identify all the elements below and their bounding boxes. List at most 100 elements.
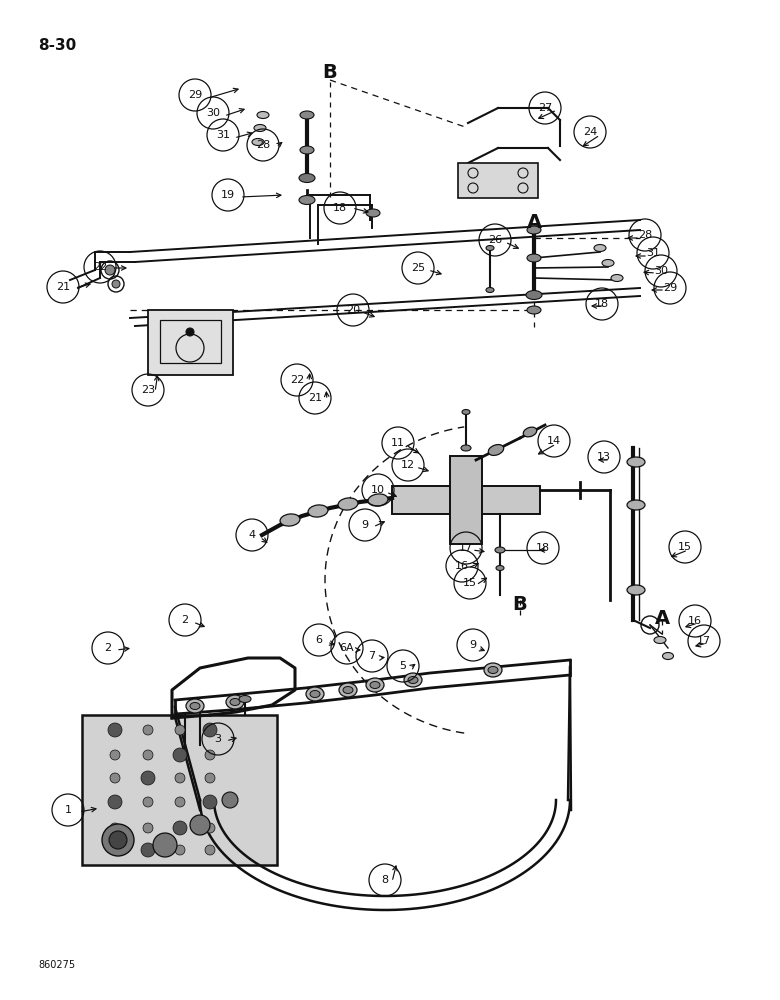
Text: 21: 21 <box>56 282 70 292</box>
Ellipse shape <box>488 445 504 455</box>
Ellipse shape <box>527 306 541 314</box>
FancyBboxPatch shape <box>450 456 482 544</box>
Text: 30: 30 <box>206 108 220 118</box>
Text: 27: 27 <box>538 103 552 113</box>
Text: 4: 4 <box>249 530 256 540</box>
Text: B: B <box>323 62 338 82</box>
Ellipse shape <box>280 514 300 526</box>
Circle shape <box>110 750 120 760</box>
Text: 31: 31 <box>646 248 660 258</box>
Circle shape <box>186 328 194 336</box>
Text: 18: 18 <box>595 299 609 309</box>
Ellipse shape <box>366 678 384 692</box>
Text: 19: 19 <box>221 190 235 200</box>
Ellipse shape <box>627 585 645 595</box>
Ellipse shape <box>526 290 542 300</box>
Ellipse shape <box>496 566 504 570</box>
Text: 6A: 6A <box>339 643 354 653</box>
Circle shape <box>205 823 215 833</box>
Text: 22: 22 <box>290 375 304 385</box>
Ellipse shape <box>186 699 204 713</box>
Circle shape <box>110 823 120 833</box>
Ellipse shape <box>257 111 269 118</box>
Text: 26: 26 <box>488 235 502 245</box>
Text: 11: 11 <box>391 438 405 448</box>
Text: 16: 16 <box>455 561 469 571</box>
Circle shape <box>205 845 215 855</box>
Circle shape <box>175 797 185 807</box>
Text: 28: 28 <box>256 140 270 150</box>
Ellipse shape <box>338 498 358 510</box>
Ellipse shape <box>368 494 388 506</box>
Circle shape <box>110 773 120 783</box>
Text: 5: 5 <box>399 661 406 671</box>
Ellipse shape <box>343 686 353 694</box>
Text: 3: 3 <box>215 734 222 744</box>
Circle shape <box>153 833 177 857</box>
Ellipse shape <box>310 690 320 698</box>
Ellipse shape <box>299 196 315 205</box>
Ellipse shape <box>484 663 502 677</box>
Text: 15: 15 <box>678 542 692 552</box>
Ellipse shape <box>306 687 324 701</box>
Circle shape <box>173 748 187 762</box>
Text: 13: 13 <box>597 452 611 462</box>
Text: 9: 9 <box>470 640 477 650</box>
Circle shape <box>143 823 153 833</box>
Circle shape <box>175 725 185 735</box>
Circle shape <box>190 815 210 835</box>
Text: 31: 31 <box>216 130 230 140</box>
Ellipse shape <box>308 505 328 517</box>
Circle shape <box>110 845 120 855</box>
Ellipse shape <box>486 288 494 292</box>
Ellipse shape <box>299 174 315 182</box>
Ellipse shape <box>627 500 645 510</box>
Text: 10: 10 <box>371 485 385 495</box>
Ellipse shape <box>602 259 614 266</box>
Text: 7: 7 <box>368 651 375 661</box>
Text: 6: 6 <box>315 635 322 645</box>
Text: A: A <box>526 213 541 232</box>
Text: 2: 2 <box>182 615 189 625</box>
Circle shape <box>108 723 122 737</box>
Circle shape <box>141 771 155 785</box>
Ellipse shape <box>627 457 645 467</box>
Ellipse shape <box>523 427 537 437</box>
Ellipse shape <box>252 138 264 145</box>
Text: 860275: 860275 <box>38 960 75 970</box>
Ellipse shape <box>404 673 422 687</box>
Text: 30: 30 <box>654 266 668 276</box>
Text: 8-30: 8-30 <box>38 38 76 53</box>
Text: 17: 17 <box>697 636 711 646</box>
Text: 22: 22 <box>93 262 107 272</box>
Text: 23: 23 <box>141 385 155 395</box>
Text: 14: 14 <box>547 436 561 446</box>
Ellipse shape <box>366 209 380 217</box>
Ellipse shape <box>300 146 314 154</box>
Circle shape <box>222 792 238 808</box>
Ellipse shape <box>190 702 200 710</box>
Text: 24: 24 <box>583 127 597 137</box>
Circle shape <box>205 750 215 760</box>
Circle shape <box>175 845 185 855</box>
Ellipse shape <box>300 111 314 119</box>
Text: 25: 25 <box>411 263 425 273</box>
Text: 8: 8 <box>381 875 388 885</box>
FancyBboxPatch shape <box>82 715 277 865</box>
Ellipse shape <box>462 410 470 414</box>
Text: 9: 9 <box>361 520 369 530</box>
Text: 18: 18 <box>333 203 347 213</box>
Circle shape <box>173 821 187 835</box>
Text: 18: 18 <box>536 543 550 553</box>
Circle shape <box>143 750 153 760</box>
Ellipse shape <box>339 683 357 697</box>
Text: A: A <box>654 608 669 628</box>
Circle shape <box>205 773 215 783</box>
Circle shape <box>105 265 115 275</box>
Text: 2: 2 <box>105 643 112 653</box>
Circle shape <box>102 824 134 856</box>
FancyBboxPatch shape <box>148 310 233 375</box>
Text: 15: 15 <box>463 578 477 588</box>
Ellipse shape <box>611 274 623 282</box>
Circle shape <box>175 773 185 783</box>
